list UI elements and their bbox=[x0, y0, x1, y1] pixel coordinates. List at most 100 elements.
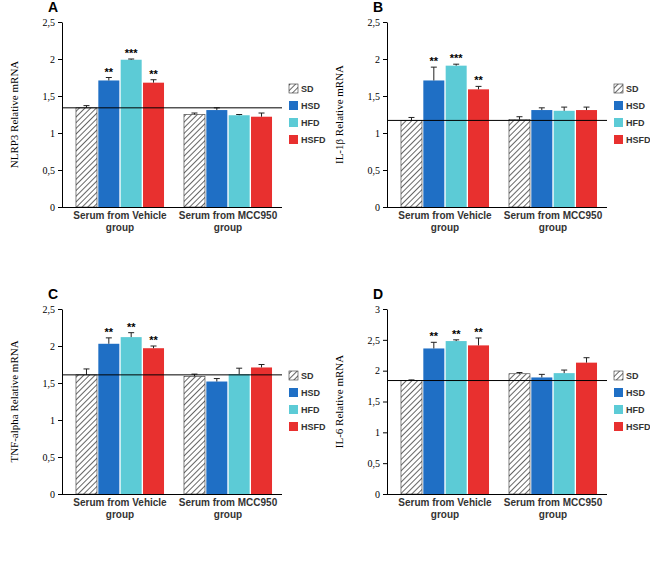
x-tick-label: Serum from Vehiclegroup bbox=[398, 210, 492, 233]
panel: BIL-1β Relative mRNA00,511,522,5Serum fr… bbox=[333, 0, 650, 233]
legend-label: HFD bbox=[626, 405, 645, 415]
error-cap bbox=[259, 364, 265, 365]
error-bar bbox=[584, 358, 590, 363]
bar bbox=[143, 83, 164, 207]
y-tick-mark bbox=[58, 133, 62, 134]
error-bar bbox=[539, 374, 545, 377]
legend-label: HSFD bbox=[301, 135, 326, 145]
y-tick: 0,5 bbox=[368, 458, 388, 469]
error-bar bbox=[128, 333, 134, 337]
bar bbox=[468, 345, 489, 494]
y-tick-label: 2 bbox=[50, 54, 55, 65]
x-axis-line bbox=[62, 494, 282, 495]
y-tick-mark bbox=[58, 59, 62, 60]
y-tick-label: 2,5 bbox=[43, 17, 56, 28]
y-tick-label: 2,5 bbox=[368, 335, 381, 346]
y-axis-line bbox=[62, 310, 63, 495]
error-bar bbox=[83, 369, 89, 375]
legend-label: HSD bbox=[301, 101, 321, 111]
x-tick-label: Serum from MCC950group bbox=[504, 210, 603, 233]
y-tick-mark bbox=[58, 420, 62, 421]
significance-label: ** bbox=[474, 74, 483, 86]
significance-label: ** bbox=[474, 326, 483, 338]
y-tick-label: 0 bbox=[375, 202, 380, 213]
x-axis: Serum from Vehiclegroup Serum from MCC950… bbox=[387, 495, 607, 520]
x-tick: Serum from Vehiclegroup bbox=[398, 210, 492, 233]
y-tick-mark bbox=[58, 494, 62, 495]
legend-swatch bbox=[614, 118, 623, 127]
legend-swatch bbox=[289, 135, 298, 144]
error-cap bbox=[214, 378, 220, 379]
y-tick: 0,5 bbox=[43, 165, 63, 176]
y-tick-label: 3 bbox=[375, 304, 380, 315]
y-tick: 1,5 bbox=[368, 91, 388, 102]
x-tick-label: Serum from MCC950group bbox=[504, 497, 603, 520]
x-axis: Serum from VehiclegroupSerum from MCC950… bbox=[62, 495, 282, 520]
panel-title: B bbox=[373, 0, 383, 15]
error-stem bbox=[433, 342, 434, 348]
legend-label: HFD bbox=[626, 118, 645, 128]
legend-label: HFD bbox=[301, 118, 320, 128]
y-tick-mark bbox=[58, 457, 62, 458]
error-cap bbox=[83, 105, 89, 106]
error-bar bbox=[191, 113, 197, 114]
panel-title: D bbox=[373, 286, 383, 302]
plot-area bbox=[62, 333, 282, 494]
x-tick-label: Serum from Vehiclegroup bbox=[398, 497, 492, 520]
error-cap bbox=[516, 116, 522, 117]
bar bbox=[423, 80, 444, 207]
legend-swatch bbox=[289, 371, 298, 380]
x-tick: Serum from Vehiclegroup bbox=[398, 497, 492, 520]
y-tick-mark bbox=[383, 22, 387, 23]
y-tick-mark bbox=[58, 22, 62, 23]
y-tick-label: 1 bbox=[50, 128, 55, 139]
bar bbox=[229, 374, 250, 494]
legend-swatch bbox=[614, 371, 623, 380]
error-bar bbox=[236, 368, 242, 374]
bar bbox=[576, 363, 597, 494]
legend-swatch bbox=[289, 118, 298, 127]
panel: CTNF-alpha Relative mRNA00,511,522,5Seru… bbox=[8, 286, 326, 520]
bar bbox=[121, 337, 142, 494]
y-tick-mark bbox=[58, 170, 62, 171]
y-axis-title: IL-6 Relative mRNA bbox=[333, 355, 345, 449]
error-cap bbox=[408, 117, 414, 118]
y-tick-mark bbox=[383, 494, 387, 495]
y-tick-mark bbox=[58, 207, 62, 208]
error-cap bbox=[539, 374, 545, 375]
y-tick: 2,5 bbox=[43, 17, 63, 28]
y-tick-mark bbox=[58, 309, 62, 310]
y-axis: 00,511,522,5 bbox=[43, 17, 63, 213]
significance-label: ** bbox=[127, 321, 136, 333]
error-stem bbox=[131, 333, 132, 337]
significance-label: *** bbox=[125, 47, 139, 59]
bar bbox=[554, 373, 575, 494]
y-tick-mark bbox=[383, 96, 387, 97]
y-tick-label: 0,5 bbox=[43, 165, 56, 176]
x-axis-line bbox=[387, 494, 607, 495]
bar bbox=[251, 367, 272, 494]
y-tick-label: 2,5 bbox=[368, 17, 381, 28]
error-stem bbox=[433, 67, 434, 80]
legend-label: SD bbox=[626, 371, 639, 381]
bar bbox=[229, 115, 250, 207]
y-axis: 00,511,522,5 bbox=[368, 17, 388, 213]
bar bbox=[206, 110, 227, 207]
x-axis: Serum from VehiclegroupSerum from MCC950… bbox=[62, 208, 282, 233]
panel: ANLRP3 Relative mRNA00,511,522,5Serum fr… bbox=[8, 0, 326, 233]
y-tick-mark bbox=[383, 309, 387, 310]
y-tick-label: 0 bbox=[375, 489, 380, 500]
bar bbox=[143, 348, 164, 494]
y-tick: 0 bbox=[375, 489, 387, 500]
error-cap bbox=[516, 372, 522, 373]
bar bbox=[531, 110, 552, 207]
y-tick-label: 1 bbox=[50, 415, 55, 426]
reference-line bbox=[62, 107, 282, 108]
bar bbox=[184, 376, 205, 494]
bar bbox=[554, 111, 575, 207]
bar bbox=[76, 108, 97, 207]
error-bar bbox=[516, 373, 522, 374]
y-tick: 0,5 bbox=[43, 452, 63, 463]
y-tick-mark bbox=[58, 96, 62, 97]
error-cap bbox=[584, 357, 590, 358]
